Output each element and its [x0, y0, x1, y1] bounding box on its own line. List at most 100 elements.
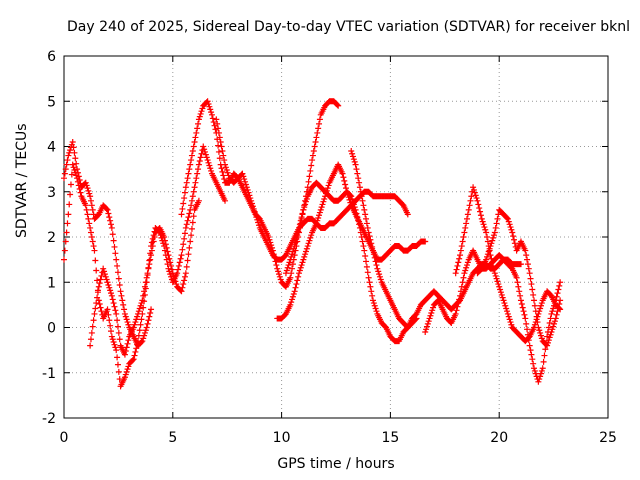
data-point-sat-a [136, 327, 143, 334]
data-point-sat-k [544, 339, 551, 346]
data-point-sat-d [179, 205, 186, 212]
data-point-sat-c [186, 244, 193, 251]
data-point-sat-b [86, 190, 93, 197]
data-point-sat-d [277, 276, 284, 283]
data-point-sat-c [164, 248, 171, 255]
data-point-sat-a [94, 277, 101, 284]
data-point-sat-b [61, 175, 67, 182]
data-point-sat-b [122, 313, 129, 320]
data-point-sat-k [489, 237, 496, 244]
data-point-sat-k [491, 229, 498, 236]
data-point-sat-k [538, 335, 545, 342]
data-point-sat-a [92, 257, 99, 264]
data-point-sat-a [178, 252, 185, 259]
data-point-sat-d [183, 179, 190, 186]
data-point-sat-g [302, 198, 309, 205]
data-point-sat-a [112, 344, 119, 351]
data-point-sat-d [194, 125, 201, 132]
data-point-sat-b [103, 205, 110, 212]
data-point-sat-a [167, 271, 174, 278]
data-point-sat-k [537, 329, 544, 336]
data-point-sat-a [108, 328, 115, 335]
data-point-sat-e [250, 205, 257, 212]
data-point-sat-f [294, 277, 301, 284]
data-point-sat-f [317, 206, 324, 213]
x-axis-ticks: 0 5 10 15 20 25 [60, 56, 617, 446]
data-point-sat-d [309, 152, 316, 159]
data-point-sat-f [339, 170, 346, 177]
data-point-sat-b [88, 202, 95, 209]
data-point-sat-c [114, 317, 121, 324]
data-point-sat-a [67, 181, 74, 188]
data-point-sat-j [496, 283, 503, 290]
data-point-sat-e [241, 176, 248, 183]
data-point-sat-i [454, 303, 461, 310]
data-point-sat-i [430, 304, 437, 311]
data-point-sat-k [495, 211, 502, 218]
data-point-sat-b [64, 157, 71, 164]
data-point-sat-a [89, 238, 96, 245]
data-point-sat-i [453, 307, 460, 314]
data-point-sat-c [122, 348, 129, 355]
data-point-sat-b [125, 321, 132, 328]
data-point-sat-g [297, 217, 304, 224]
data-point-sat-i [537, 370, 544, 377]
data-point-sat-a [77, 189, 84, 196]
data-point-sat-b [112, 250, 119, 257]
data-point-sat-k [531, 302, 538, 309]
data-point-sat-c [166, 255, 173, 262]
data-point-sat-a [125, 363, 132, 370]
data-point-sat-b [84, 185, 91, 192]
data-point-sat-k [522, 247, 529, 254]
data-point-sat-a [204, 157, 211, 164]
data-point-sat-k [509, 229, 516, 236]
data-point-sat-b [146, 313, 153, 320]
data-point-sat-d [308, 162, 315, 169]
data-point-sat-j [477, 208, 484, 215]
data-point-sat-j [479, 218, 486, 225]
data-point-sat-k [484, 253, 491, 260]
data-point-sat-b [145, 317, 152, 324]
data-point-sat-c [133, 316, 140, 323]
data-point-sat-i [423, 326, 430, 333]
data-point-sat-d [312, 138, 319, 145]
data-point-sat-g [292, 239, 299, 246]
data-point-sat-c [148, 247, 155, 254]
data-point-sat-d [188, 152, 195, 159]
data-point-sat-j [467, 197, 474, 204]
data-point-sat-d [193, 129, 200, 136]
data-point-sat-k [493, 220, 500, 227]
data-point-sat-k [534, 319, 541, 326]
data-point-sat-j [505, 313, 512, 320]
data-point-sat-e [240, 173, 247, 180]
data-point-sat-e [252, 211, 259, 218]
data-point-sat-i [532, 370, 539, 377]
data-point-sat-a [181, 235, 188, 242]
data-point-sat-a [195, 161, 202, 168]
data-point-sat-e [215, 129, 222, 136]
data-point-sat-j [457, 252, 464, 259]
data-point-sat-c [132, 319, 139, 326]
data-point-sat-d [195, 120, 202, 127]
data-point-sat-b [107, 217, 114, 224]
data-point-sat-c [94, 294, 101, 301]
data-point-sat-a [121, 374, 128, 381]
data-point-sat-a [201, 146, 208, 153]
data-point-sat-c [108, 290, 115, 297]
data-point-sat-a [189, 193, 196, 200]
data-point-sat-e [249, 203, 256, 210]
data-point-sat-k [494, 215, 501, 222]
data-point-sat-f [305, 240, 312, 247]
data-point-sat-j [462, 224, 469, 231]
data-point-sat-c [170, 272, 177, 279]
data-point-sat-i [452, 310, 459, 317]
data-point-sat-h [358, 193, 365, 200]
data-point-sat-k [506, 221, 513, 228]
data-point-sat-e [218, 143, 225, 150]
data-point-sat-j [490, 262, 497, 269]
data-point-sat-d [184, 175, 191, 182]
data-point-sat-k [486, 245, 493, 252]
data-point-sat-k [551, 318, 558, 325]
data-point-sat-j [487, 252, 494, 259]
data-point-sat-a [202, 151, 209, 158]
